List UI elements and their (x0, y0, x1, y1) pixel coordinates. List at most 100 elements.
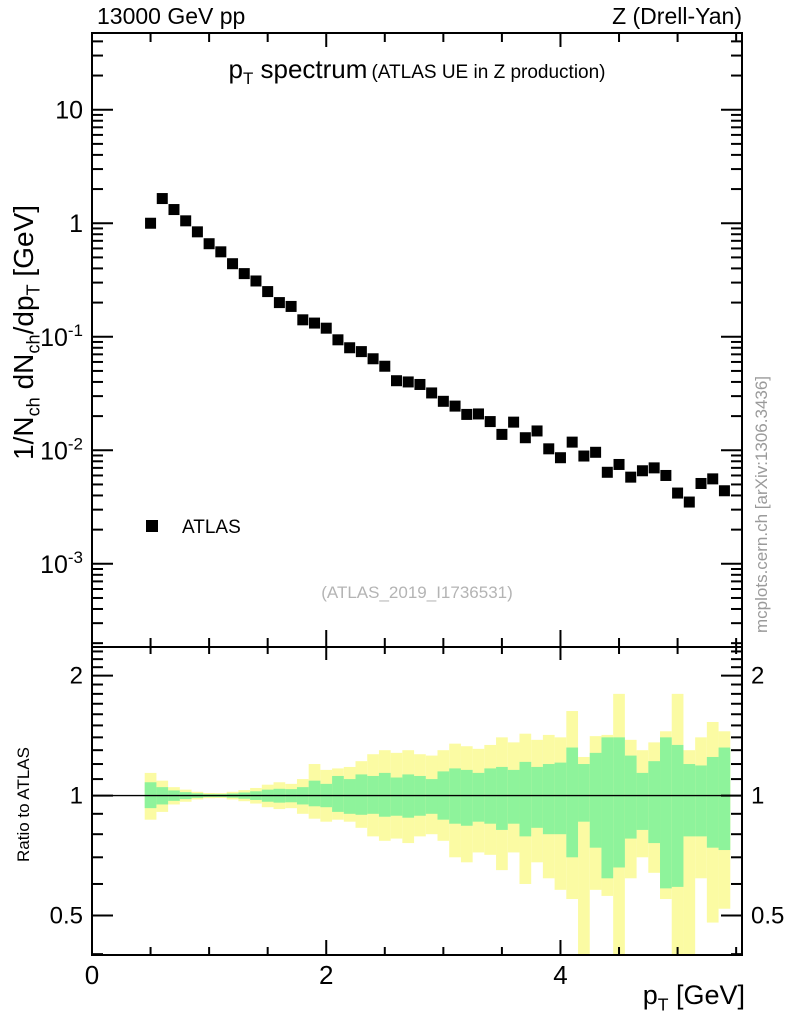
x-axis-label: pT [GeV] (642, 980, 745, 1015)
data-point-marker (309, 317, 321, 329)
ratio-tick-label-left: 1 (70, 783, 83, 810)
ratio-tick-label-right: 2 (751, 663, 764, 690)
mc-uncertainty-band-inner (542, 764, 555, 835)
mc-uncertainty-band-inner (648, 761, 661, 844)
data-point-marker (344, 342, 356, 354)
legend-label: ATLAS (182, 517, 241, 538)
mc-uncertainty-band-inner (566, 747, 579, 858)
mc-uncertainty-band-inner (589, 752, 602, 848)
data-point-marker (484, 416, 496, 428)
mc-uncertainty-band-inner (496, 766, 508, 830)
data-point-marker (543, 443, 555, 455)
data-point-marker (227, 258, 239, 270)
y-tick-label: 1 (69, 210, 83, 238)
ratio-panel-frame (91, 646, 743, 956)
y-tick-label: 10-3 (40, 548, 83, 579)
mc-uncertainty-band-outer (578, 756, 590, 955)
header-process: Z (Drell-Yan) (612, 3, 742, 29)
data-point-marker (379, 360, 391, 372)
data-point-marker (613, 458, 625, 470)
plot-title-main: pT spectrum (228, 54, 368, 89)
data-point-marker (203, 238, 215, 250)
data-point-marker (578, 450, 590, 462)
header-beam-energy: 13000 GeV pp (97, 3, 246, 29)
mc-uncertainty-band-inner (683, 764, 696, 837)
data-point-marker (601, 466, 613, 478)
data-point-marker (695, 477, 707, 489)
mc-uncertainty-band-inner (554, 762, 567, 835)
data-point-marker (508, 416, 520, 428)
ratio-bands (144, 693, 731, 955)
ratio-tick-label-left: 0.5 (50, 903, 83, 930)
mc-uncertainty-band-inner (460, 769, 473, 826)
y-tick-label: 10 (55, 97, 83, 125)
data-point-marker (285, 300, 297, 312)
data-point-marker (238, 268, 250, 280)
mc-uncertainty-band-inner (636, 772, 649, 830)
ratio-tick-label-right: 1 (751, 783, 764, 810)
data-points-atlas (145, 193, 730, 508)
data-point-marker (472, 408, 484, 420)
data-point-marker (145, 217, 157, 229)
mc-uncertainty-band-inner (507, 769, 520, 824)
mc-uncertainty-band-inner (332, 775, 344, 812)
data-point-marker (625, 471, 637, 483)
mc-uncertainty-band-inner (531, 766, 543, 828)
data-point-marker (402, 376, 414, 388)
mc-uncertainty-band-inner (613, 737, 625, 868)
mc-uncertainty-band-inner (695, 765, 707, 837)
y-axis-label-ratio: Ratio to ATLAS (14, 747, 33, 862)
data-point-marker (566, 436, 578, 448)
data-point-marker (437, 395, 449, 407)
mc-uncertainty-band-inner (355, 774, 368, 815)
data-point-marker (297, 314, 309, 326)
watermark-analysis-id: (ATLAS_2019_I1736531) (321, 583, 513, 602)
data-point-marker (320, 322, 332, 334)
data-point-marker (636, 465, 648, 477)
mcplots-attribution: mcplots.cern.ch [arXiv:1306.3436] (752, 375, 771, 633)
data-point-marker (648, 462, 660, 474)
ratio-tick-label-right: 0.5 (751, 903, 784, 930)
data-point-marker (519, 432, 531, 444)
legend-square-marker-icon (146, 520, 158, 533)
data-point-marker (180, 215, 192, 227)
mc-uncertainty-band-outer (683, 750, 696, 955)
data-point-marker (414, 378, 426, 390)
data-point-marker (590, 446, 602, 458)
data-point-marker (191, 226, 203, 238)
data-point-marker (367, 353, 379, 365)
data-point-marker (332, 334, 344, 346)
data-point-marker (215, 246, 227, 258)
ratio-tick-label-left: 2 (70, 663, 83, 690)
mc-uncertainty-band-inner (378, 772, 391, 817)
data-point-marker (461, 408, 473, 420)
data-point-marker (718, 485, 730, 497)
data-point-marker (683, 496, 695, 508)
mc-uncertainty-band-inner (472, 772, 485, 822)
mc-uncertainty-band-inner (308, 780, 321, 807)
data-point-marker (660, 469, 672, 481)
mc-uncertainty-band-inner (425, 779, 438, 814)
data-point-marker (250, 275, 262, 287)
plot-title: pT spectrum (ATLAS UE in Z production) (92, 54, 742, 89)
data-point-marker (355, 346, 367, 358)
x-tick-label: 4 (553, 960, 567, 990)
data-point-marker (554, 452, 566, 464)
data-point-marker (496, 428, 508, 440)
mc-uncertainty-band-inner (578, 764, 590, 822)
data-point-marker (707, 473, 719, 485)
data-point-marker (262, 286, 274, 298)
y-tick-label: 10-1 (40, 321, 83, 352)
mc-uncertainty-band-inner (624, 755, 637, 839)
data-point-marker (672, 487, 684, 499)
data-point-marker (449, 400, 461, 412)
plot-title-paren: (ATLAS UE in Z production) (371, 62, 606, 83)
x-tick-label: 0 (85, 960, 99, 990)
mc-uncertainty-band-inner (660, 737, 672, 889)
data-point-marker (426, 387, 438, 399)
axis-ticks (91, 33, 742, 956)
mc-uncertainty-band-inner (390, 777, 403, 816)
y-axis-label-top: 1/Nch dNch/dpT [GeV] (8, 204, 44, 460)
data-point-marker (531, 425, 543, 437)
